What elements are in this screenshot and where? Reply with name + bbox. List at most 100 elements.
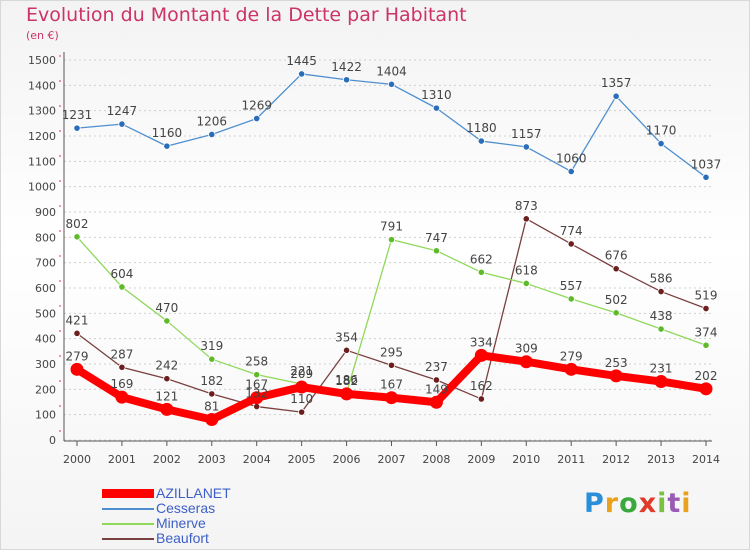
data-point	[387, 80, 396, 88]
data-point	[477, 268, 485, 276]
data-label: 295	[380, 345, 403, 359]
data-point	[70, 362, 84, 376]
data-point	[657, 140, 665, 148]
data-label: 287	[110, 347, 133, 361]
data-point	[612, 92, 620, 100]
y-tick-label: 900	[35, 206, 56, 219]
y-tick-label: 1200	[28, 130, 56, 143]
data-label: 676	[605, 249, 628, 263]
data-label: 438	[650, 309, 673, 323]
data-label: 1170	[646, 124, 677, 138]
x-tick-label: 2000	[63, 453, 91, 466]
legend-swatch	[102, 508, 154, 510]
data-point	[163, 142, 171, 150]
data-point	[519, 355, 533, 369]
data-point	[118, 120, 126, 128]
data-label: 253	[605, 356, 628, 370]
data-point	[522, 215, 530, 223]
data-label: 1404	[376, 64, 407, 78]
data-label: 802	[66, 217, 89, 231]
data-label: 354	[335, 330, 358, 344]
data-label: 132	[245, 387, 268, 401]
data-label: 279	[560, 349, 583, 363]
data-point	[115, 390, 129, 404]
y-tick-label: 0	[49, 434, 56, 447]
data-label: 374	[695, 325, 718, 339]
data-point	[702, 173, 710, 181]
legend-label: Minerve	[156, 515, 206, 531]
data-point	[567, 295, 575, 303]
data-label: 209	[290, 367, 313, 381]
data-label: 309	[515, 342, 538, 356]
data-label: 1231	[62, 108, 93, 122]
data-label: 791	[380, 220, 403, 234]
y-tick-label: 200	[35, 383, 56, 396]
data-point	[387, 236, 396, 244]
data-point	[163, 375, 171, 383]
data-point	[205, 412, 219, 426]
data-label: 747	[425, 231, 448, 245]
x-tick-label: 2008	[422, 453, 450, 466]
data-label: 231	[650, 361, 673, 375]
data-point	[567, 240, 575, 248]
data-point	[385, 391, 398, 405]
logo-letter: r	[604, 488, 620, 519]
data-point	[612, 265, 620, 273]
legend-swatch	[102, 538, 154, 540]
data-label: 221	[290, 364, 313, 378]
data-point	[163, 317, 171, 325]
data-point	[567, 167, 575, 176]
y-tick-label: 500	[35, 307, 56, 320]
data-point	[522, 143, 530, 151]
logo-letter: o	[619, 488, 639, 519]
data-label: 167	[380, 378, 403, 392]
data-label: 279	[66, 349, 89, 363]
x-tick-label: 2002	[153, 453, 181, 466]
data-label: 1422	[331, 60, 362, 74]
y-tick-label: 1400	[28, 79, 56, 92]
data-label: 169	[110, 377, 133, 391]
data-point	[429, 395, 443, 409]
data-label: 1037	[691, 157, 722, 171]
y-tick-label: 400	[35, 333, 56, 346]
data-point	[474, 348, 488, 362]
data-label: 258	[245, 355, 268, 369]
data-point	[208, 390, 216, 398]
legend-label: Cesseras	[156, 500, 216, 516]
x-tick-label: 2003	[198, 453, 226, 466]
data-point	[657, 287, 665, 296]
data-label: 1160	[152, 126, 183, 140]
data-label: 662	[470, 252, 493, 266]
data-label: 1269	[241, 99, 272, 113]
data-point	[702, 341, 710, 349]
data-label: 81	[204, 399, 219, 413]
data-label: 182	[335, 374, 358, 388]
logo-letter: t	[667, 488, 682, 519]
logo-letter: x	[638, 488, 658, 519]
data-label: 167	[245, 378, 268, 392]
data-point	[342, 76, 351, 84]
data-point	[253, 371, 261, 379]
x-tick-label: 2009	[467, 453, 495, 466]
data-point	[298, 408, 306, 416]
legend-label: AZILLANET	[156, 485, 231, 501]
data-point	[118, 283, 126, 291]
data-point	[250, 391, 264, 405]
data-label: 1157	[511, 127, 542, 141]
data-label: 110	[290, 392, 313, 406]
data-label: 1445	[286, 54, 317, 68]
data-label: 421	[66, 313, 89, 327]
data-point	[160, 402, 174, 416]
x-tick-label: 2007	[378, 453, 406, 466]
y-tick-label: 1000	[28, 181, 56, 194]
data-label: 182	[200, 374, 223, 388]
data-label: 186	[335, 373, 358, 387]
data-point	[477, 137, 485, 145]
data-point	[253, 114, 261, 123]
data-label: 319	[200, 339, 223, 353]
data-label: 149	[425, 382, 448, 396]
y-tick-label: 100	[35, 409, 56, 422]
x-tick-label: 2011	[557, 453, 585, 466]
x-tick-label: 2001	[108, 453, 136, 466]
chart-title: Evolution du Montant de la Dette par Hab…	[26, 4, 467, 26]
